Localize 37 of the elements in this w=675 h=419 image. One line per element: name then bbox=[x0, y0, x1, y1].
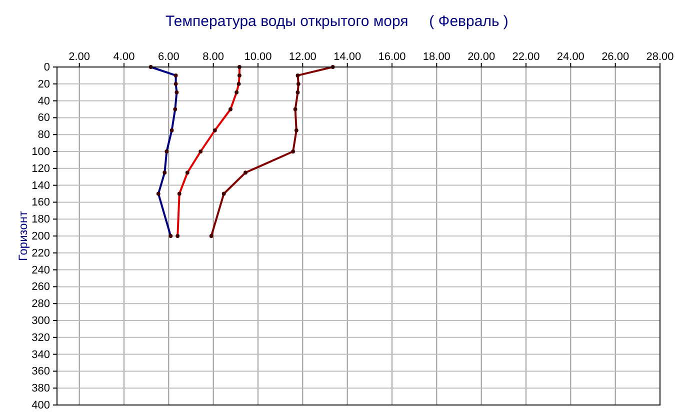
y-tick-label: 320 bbox=[32, 332, 50, 344]
x-tick-label: 6.00 bbox=[158, 51, 180, 63]
y-tick-label: 240 bbox=[32, 264, 50, 276]
x-tick-label: 22.00 bbox=[512, 51, 540, 63]
y-tick-label: 400 bbox=[32, 400, 50, 412]
y-tick-label: 0 bbox=[44, 62, 50, 74]
x-tick-label: 12.00 bbox=[288, 51, 316, 63]
x-tick-label: 26.00 bbox=[602, 51, 630, 63]
y-tick-label: 340 bbox=[32, 348, 50, 361]
x-tick-label: 4.00 bbox=[113, 51, 135, 63]
y-tick-label: 180 bbox=[32, 214, 50, 226]
y-tick-label: 80 bbox=[38, 129, 50, 142]
x-tick-label: 20.00 bbox=[468, 51, 496, 63]
y-tick-label: 260 bbox=[32, 281, 50, 294]
y-tick-label: 380 bbox=[32, 382, 50, 395]
x-tick-label: 24.00 bbox=[556, 51, 584, 63]
x-tick-label: 18.00 bbox=[422, 51, 450, 63]
y-tick-label: 200 bbox=[32, 230, 50, 243]
y-tick-label: 40 bbox=[38, 95, 50, 108]
x-tick-label: 28.00 bbox=[646, 51, 674, 63]
y-tick-label: 220 bbox=[32, 247, 50, 260]
y-tick-label: 360 bbox=[32, 366, 50, 378]
y-tick-label: 160 bbox=[32, 196, 50, 209]
x-tick-label: 10.00 bbox=[244, 51, 272, 63]
y-tick-label: 120 bbox=[32, 162, 50, 175]
y-tick-label: 60 bbox=[38, 112, 50, 124]
x-tick-label: 2.00 bbox=[68, 51, 90, 63]
x-tick-label: 14.00 bbox=[334, 51, 362, 63]
y-tick-label: 140 bbox=[32, 180, 50, 192]
chart-title: Температура воды открытого моря ( Февраль ) bbox=[166, 13, 508, 30]
y-tick-label: 100 bbox=[32, 146, 50, 158]
y-tick-label: 20 bbox=[38, 78, 50, 90]
y-axis-title: Горизонт bbox=[16, 210, 30, 261]
y-tick-label: 280 bbox=[32, 298, 50, 310]
x-tick-label: 8.00 bbox=[202, 51, 224, 63]
x-tick-label: 16.00 bbox=[378, 51, 406, 63]
y-tick-label: 300 bbox=[32, 315, 50, 328]
